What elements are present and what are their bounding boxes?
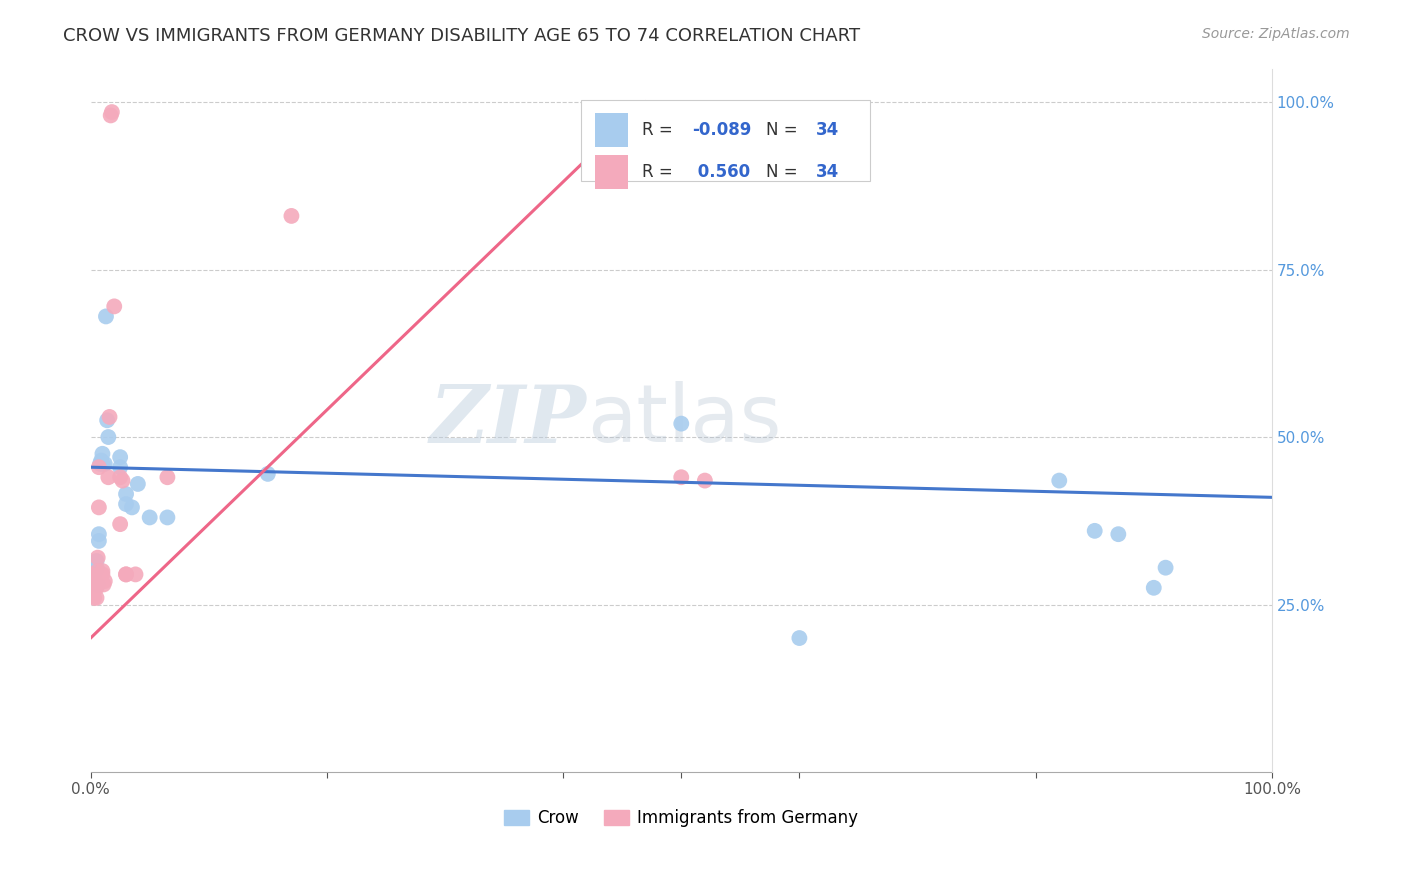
Point [1084, 524, 1107, 538]
Point [280, 209, 302, 223]
Point [87, 460, 110, 475]
Point [86, 560, 108, 574]
Point [127, 477, 149, 491]
Point [789, 631, 811, 645]
Point [1107, 527, 1129, 541]
Point [138, 510, 160, 524]
Point [80, 567, 103, 582]
Point [671, 417, 693, 431]
Point [83, 581, 105, 595]
Point [121, 500, 143, 515]
Point [91, 564, 114, 578]
Point [82, 581, 104, 595]
Point [83, 560, 105, 574]
FancyBboxPatch shape [595, 113, 628, 146]
Point [91, 567, 114, 582]
Point [89, 567, 111, 582]
Point [108, 450, 131, 464]
Point [256, 467, 278, 481]
Point [97, 430, 120, 444]
Text: 34: 34 [815, 163, 839, 181]
Point [84, 581, 107, 595]
Point [1154, 560, 1177, 574]
Point [87, 500, 110, 515]
Point [86, 591, 108, 605]
Point [97, 470, 120, 484]
Text: CROW VS IMMIGRANTS FROM GERMANY DISABILITY AGE 65 TO 74 CORRELATION CHART: CROW VS IMMIGRANTS FROM GERMANY DISABILI… [63, 27, 860, 45]
Point [671, 470, 693, 484]
FancyBboxPatch shape [581, 100, 870, 181]
Legend: Crow, Immigrants from Germany: Crow, Immigrants from Germany [498, 803, 865, 834]
Point [108, 517, 131, 532]
Point [80, 571, 103, 585]
Point [86, 564, 108, 578]
Point [83, 567, 105, 582]
Text: 0.560: 0.560 [692, 163, 749, 181]
Text: -0.089: -0.089 [692, 120, 751, 139]
Point [108, 460, 131, 475]
Point [94, 310, 117, 324]
Point [111, 474, 134, 488]
Point [83, 591, 105, 605]
Text: N =: N = [766, 163, 799, 181]
Point [115, 567, 138, 582]
Text: 34: 34 [815, 120, 839, 139]
Text: R =: R = [643, 120, 673, 139]
Point [101, 105, 124, 120]
Point [86, 554, 108, 568]
Point [115, 497, 138, 511]
Point [86, 550, 108, 565]
FancyBboxPatch shape [595, 155, 628, 189]
Point [87, 527, 110, 541]
Text: Source: ZipAtlas.com: Source: ZipAtlas.com [1202, 27, 1350, 41]
Point [124, 567, 146, 582]
Point [91, 447, 114, 461]
Point [84, 564, 107, 578]
Point [1143, 581, 1166, 595]
Point [693, 474, 716, 488]
Point [96, 413, 118, 427]
Point [86, 581, 108, 595]
Point [90, 453, 112, 467]
Point [1047, 474, 1070, 488]
Point [93, 577, 115, 591]
Point [115, 487, 138, 501]
Point [156, 470, 179, 484]
Point [91, 457, 114, 471]
Point [79, 567, 101, 582]
Point [82, 567, 104, 582]
Point [87, 533, 110, 548]
Point [94, 457, 117, 471]
Point [108, 470, 131, 484]
Point [94, 574, 117, 588]
Point [103, 299, 125, 313]
Text: atlas: atlas [586, 381, 782, 459]
Point [100, 108, 122, 122]
Point [156, 510, 179, 524]
Point [86, 577, 108, 591]
Text: R =: R = [643, 163, 673, 181]
Point [98, 409, 121, 424]
Text: ZIP: ZIP [430, 382, 586, 459]
Point [115, 567, 138, 582]
Point [82, 574, 104, 588]
Point [89, 457, 111, 471]
Text: N =: N = [766, 120, 799, 139]
